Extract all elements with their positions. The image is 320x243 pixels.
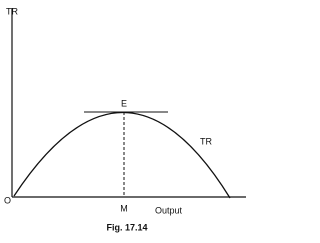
origin-label: O <box>4 195 11 205</box>
caption: Fig. 17.14 <box>106 222 147 232</box>
point-label: E <box>121 98 127 108</box>
y-axis-label: TR <box>6 6 18 16</box>
tr-curve <box>13 112 231 199</box>
point-label: M <box>120 203 128 213</box>
curve-label: TR <box>200 136 212 146</box>
diagram: TR E TR O M Output Fig. 17.14 <box>4 6 246 232</box>
x-axis-label: Output <box>155 205 183 215</box>
